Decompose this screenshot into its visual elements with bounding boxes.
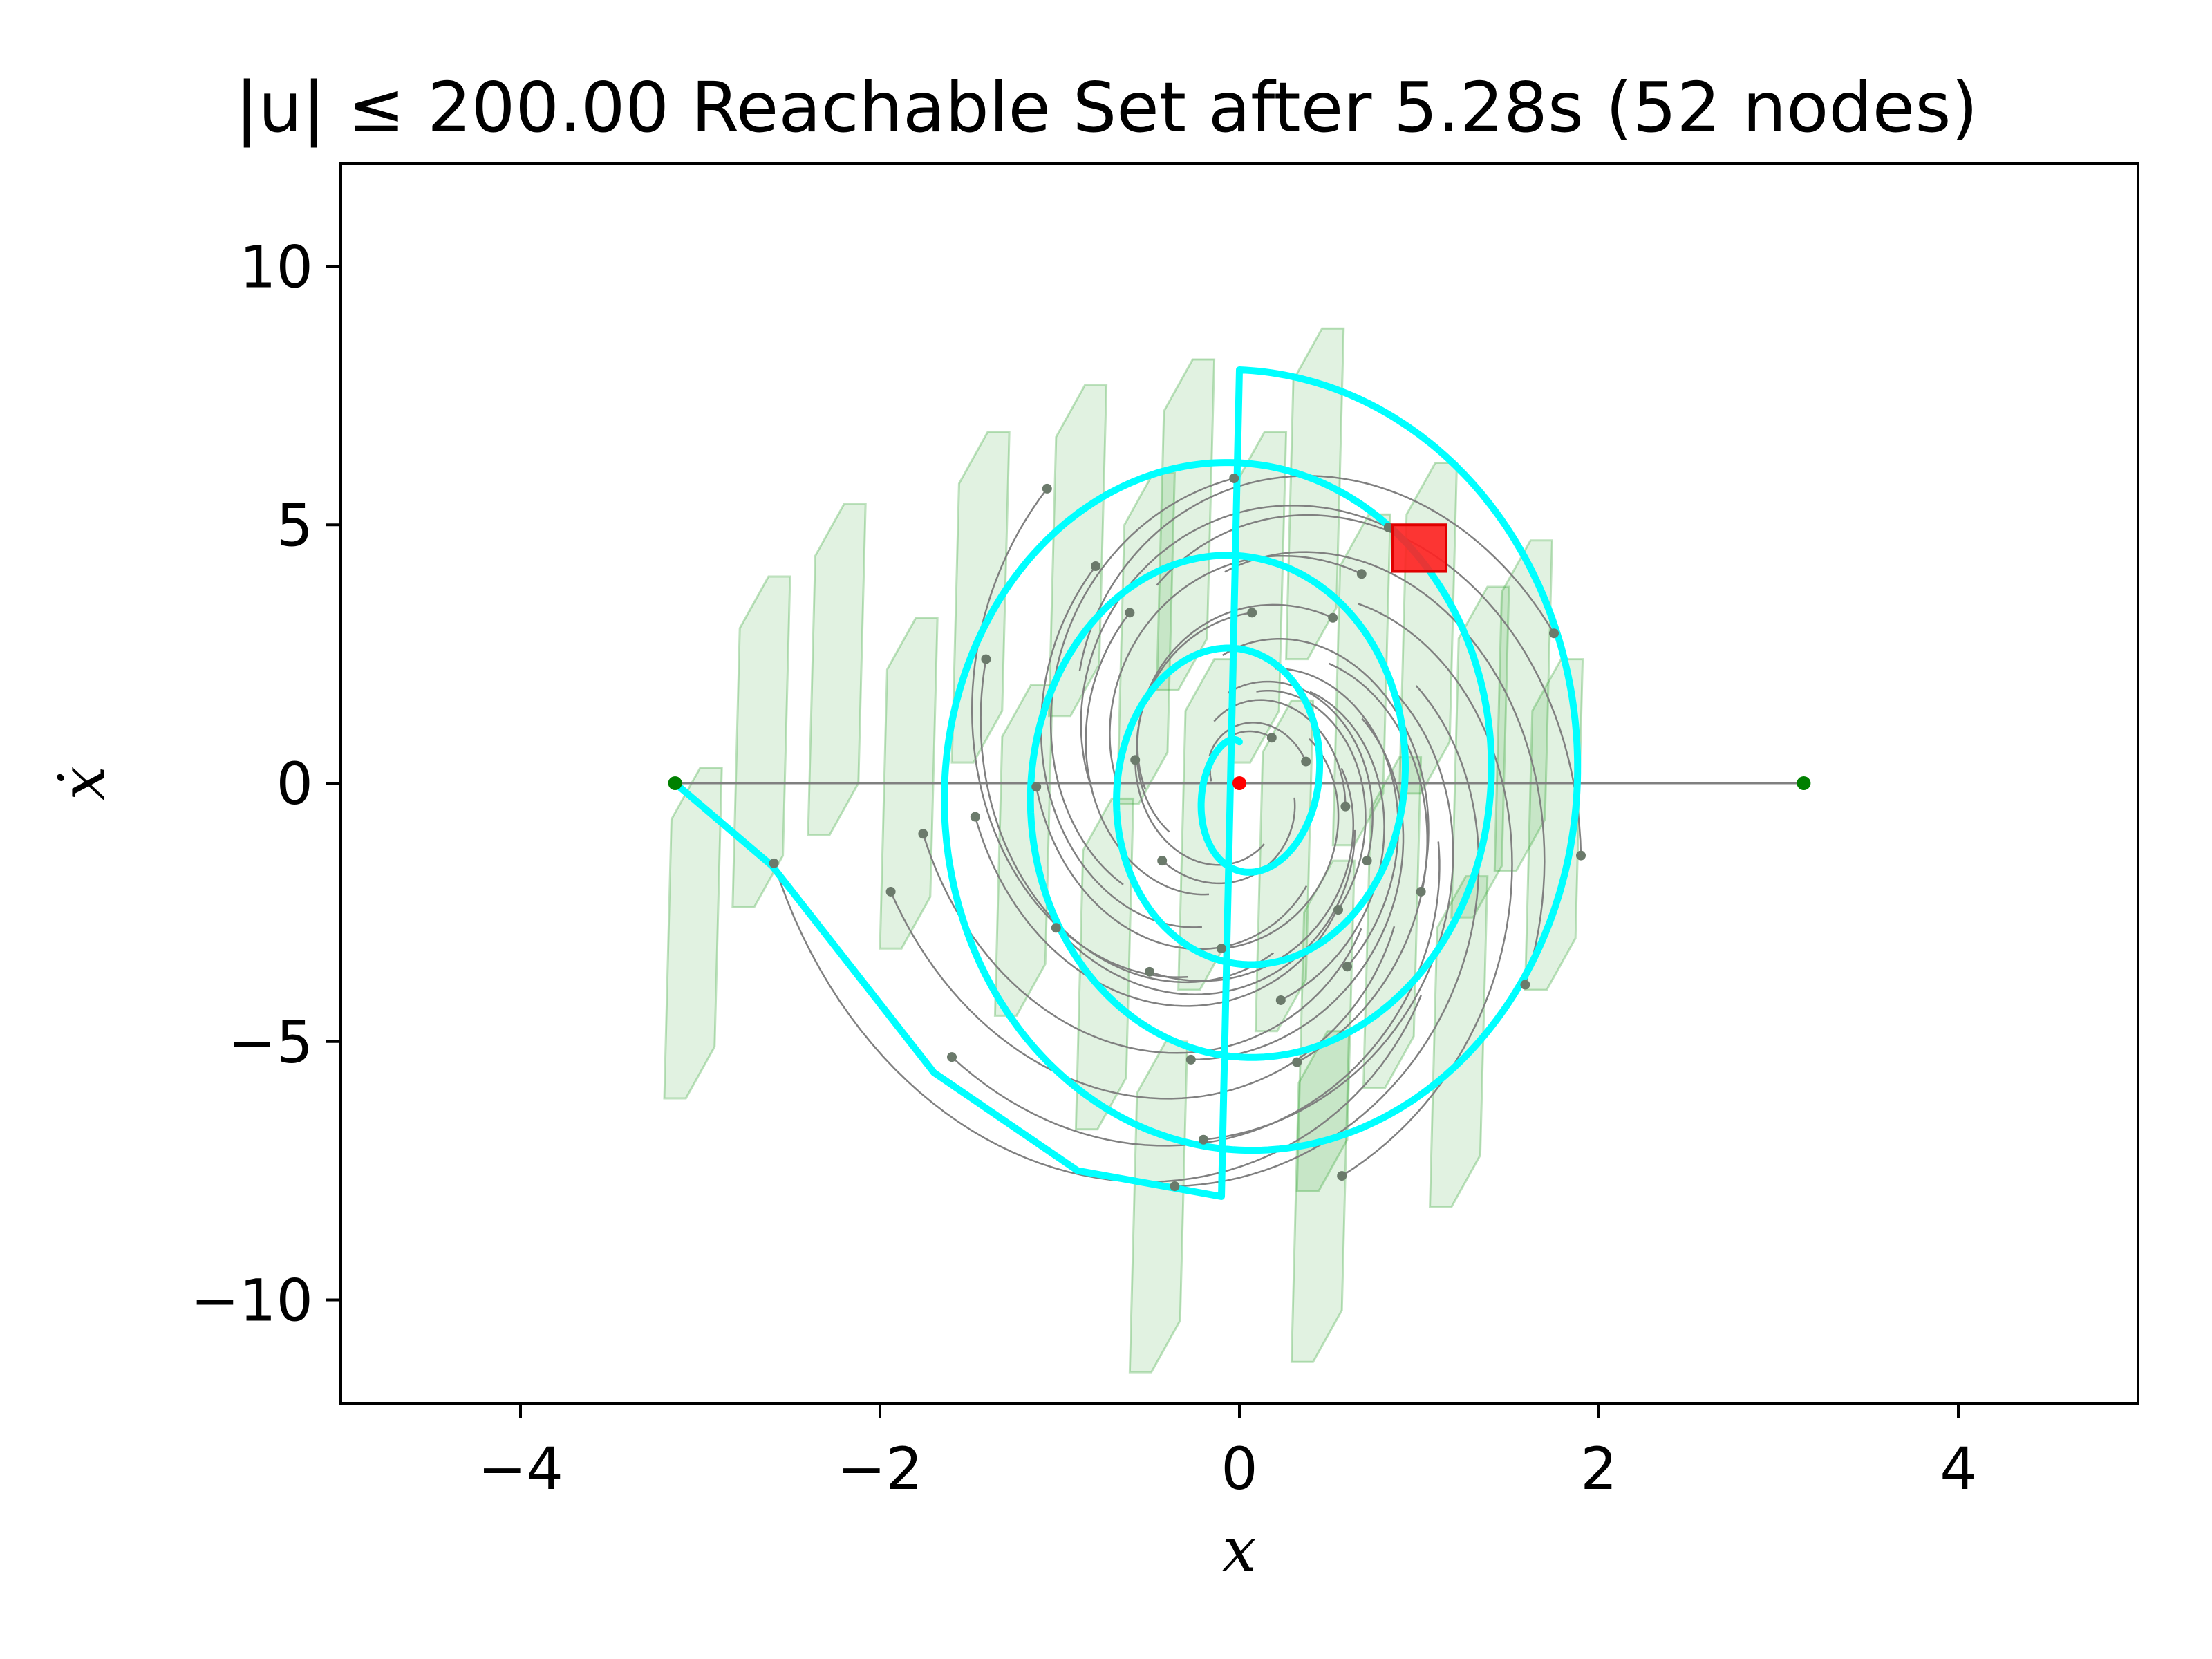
tree-edge-33	[1174, 685, 1480, 1188]
tree-node-5	[1328, 612, 1338, 623]
tree-node-21	[1333, 905, 1343, 915]
reachable-set-23	[1524, 658, 1584, 991]
reachable-set-11	[1128, 1040, 1189, 1374]
tree-edge-14	[974, 816, 1339, 1007]
x-axis-label: x	[1222, 1514, 1257, 1585]
x-tick-label-3: 2	[1580, 1435, 1617, 1503]
tree-node-19	[885, 886, 896, 897]
tree-edge-21	[1256, 689, 1367, 910]
best-path	[671, 366, 1582, 1200]
tree-node-12	[1031, 782, 1042, 792]
tree-node-32	[1337, 1171, 1347, 1181]
tree-node-27	[1275, 995, 1286, 1005]
goal-point-marker-1	[1797, 776, 1811, 790]
y-axis-ticks: −10 −5 0 5 10	[191, 234, 341, 1335]
y-tick-label-4: 10	[239, 234, 313, 301]
tree-node-10	[1301, 756, 1311, 767]
tree-node-24	[1342, 962, 1352, 972]
tree-edge-25	[1149, 767, 1355, 982]
tree-node-16	[1157, 856, 1168, 866]
reachable-set-2	[807, 503, 867, 836]
tree-node-14	[970, 812, 980, 822]
tree-node-18	[769, 858, 779, 868]
x-tick-label-1: −2	[837, 1435, 923, 1503]
tree-edge-6	[1085, 612, 1210, 896]
tree-edge-23	[1221, 738, 1340, 950]
x-tick-label-2: 0	[1221, 1435, 1257, 1503]
goal-point-marker-0	[668, 776, 682, 790]
tree-node-35	[1549, 628, 1559, 639]
tree-edge-10	[1208, 722, 1307, 762]
reachable-set-1	[731, 575, 791, 908]
reachable-set-18	[1362, 756, 1423, 1089]
tree-edge-17	[1227, 680, 1374, 861]
tree-edge-3	[1109, 554, 1362, 789]
reachable-set-6	[1047, 384, 1108, 718]
tree-node-29	[1292, 1057, 1302, 1067]
y-tick-label-1: −5	[227, 1009, 313, 1076]
tree-node-11	[1130, 755, 1141, 765]
tree-edge-29	[1296, 662, 1428, 1063]
tree-node-4	[1091, 561, 1100, 572]
tree-edge-4	[1040, 565, 1202, 928]
goal-region-box	[1391, 523, 1447, 573]
tree-node-23	[1217, 944, 1226, 954]
tree-edge-31	[1203, 685, 1454, 1141]
tree-edge-22	[1055, 830, 1356, 995]
tree-node-20	[1416, 886, 1426, 897]
tree-node-33	[1170, 1181, 1180, 1192]
tree-node-26	[1520, 980, 1530, 990]
tree-node-15	[918, 829, 928, 839]
tree-node-9	[1266, 733, 1277, 743]
tree-edge-27	[1280, 691, 1385, 1002]
reachable-set-0	[663, 767, 723, 1100]
tree-edge-24	[1275, 668, 1400, 968]
tree-edge-8	[980, 659, 1275, 984]
y-axis-label: ẋ	[47, 766, 118, 800]
chart-title: |u| ≤ 200.00 Reachable Set after 5.28s (…	[235, 67, 1978, 148]
tree-node-7	[1247, 608, 1257, 618]
search-tree-edges	[773, 475, 1582, 1188]
tree-node-3	[1356, 569, 1367, 579]
reachable-set-20	[1429, 875, 1489, 1208]
tree-node-1	[1229, 473, 1239, 483]
tree-edge-12	[1035, 786, 1308, 950]
tree-edge-2	[1080, 504, 1389, 790]
tree-node-17	[1362, 856, 1372, 866]
tree-edge-35	[1078, 475, 1555, 671]
tree-node-6	[1125, 608, 1135, 618]
tree-edge-30	[951, 841, 1441, 1147]
reachable-set-9	[1155, 358, 1216, 691]
tree-edge-19	[890, 891, 1396, 1100]
tree-node-25	[1145, 966, 1154, 977]
y-tick-label-3: 5	[276, 491, 313, 559]
tree-edge-15	[922, 833, 1362, 1054]
tree-node-8	[981, 654, 991, 664]
y-tick-label-2: 0	[276, 750, 313, 818]
tree-nodes	[769, 473, 1586, 1192]
x-tick-label-4: 4	[1940, 1435, 1976, 1503]
tree-node-0	[1042, 483, 1052, 494]
tree-node-22	[1051, 923, 1061, 933]
tree-edge-20	[1222, 638, 1430, 892]
tree-node-28	[1185, 1054, 1196, 1065]
tree-node-13	[1340, 801, 1351, 812]
best-path-line	[671, 366, 1582, 1200]
x-axis-ticks: −4 −2 0 2 4	[478, 1403, 1977, 1503]
tree-node-31	[1199, 1134, 1208, 1145]
tree-edge-7	[1136, 612, 1253, 833]
x-tick-label-0: −4	[478, 1435, 563, 1503]
reachable-set-19	[1398, 462, 1459, 795]
tree-edge-0	[971, 488, 1188, 978]
start-goal-markers	[668, 776, 1811, 790]
y-tick-label-0: −10	[191, 1267, 313, 1335]
tree-node-30	[947, 1052, 957, 1062]
start-point-marker	[1232, 776, 1246, 790]
reachable-set-21	[1450, 585, 1510, 919]
tree-node-34	[1576, 850, 1586, 861]
tree-edge-11	[1134, 760, 1265, 866]
tree-edge-28	[1190, 718, 1405, 1061]
